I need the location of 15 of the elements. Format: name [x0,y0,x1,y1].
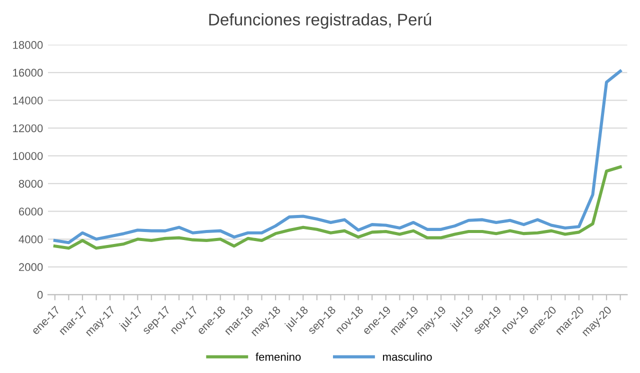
chart-title: Defunciones registradas, Perú [209,13,432,29]
y-tick-label: 6000 [18,208,43,216]
y-tick-label: 12000 [13,124,43,132]
y-tick-label: 14000 [13,96,43,104]
y-tick-label: 2000 [18,263,43,272]
y-tick-label: 18000 [13,41,43,49]
y-tick-label: 0 [37,290,43,299]
line-series [53,70,622,244]
y-tick-label: 8000 [18,180,43,188]
y-tick-label: 10000 [13,152,43,160]
y-tick-label: 4000 [18,235,43,244]
legend-label: masculino [383,352,432,361]
line-series [53,165,622,250]
y-tick-label: 16000 [13,68,43,77]
legend-label: femenino [256,352,301,361]
